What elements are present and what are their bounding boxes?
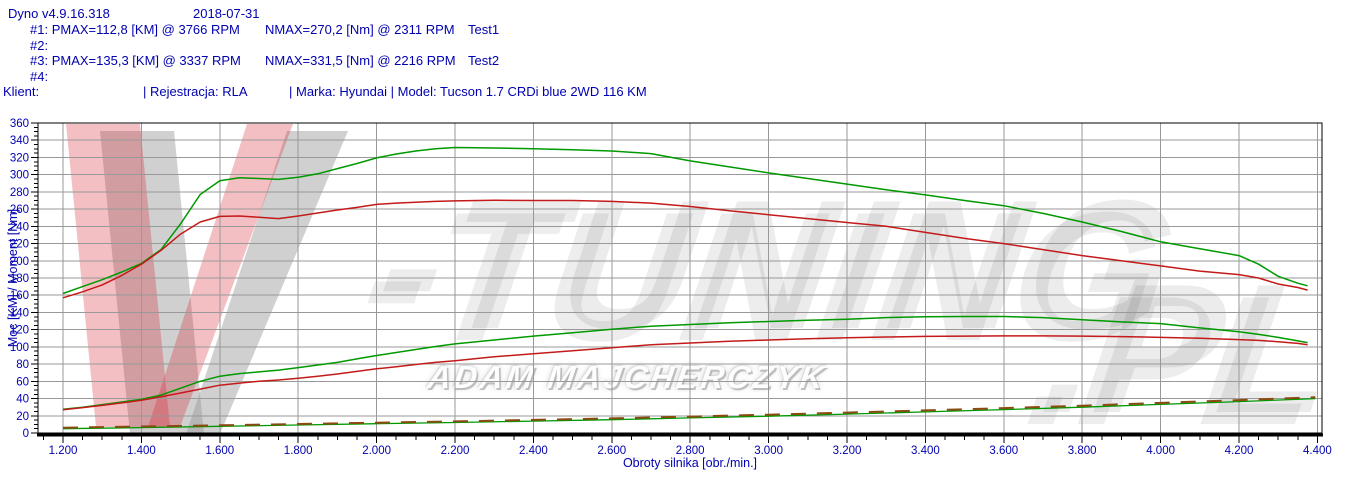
x-tick-label: 1.800 [284, 445, 313, 457]
x-tick-label: 2.800 [676, 445, 705, 457]
run3-test-label: Test2 [468, 53, 500, 68]
x-tick-label: 3.000 [754, 445, 783, 457]
app-title: Dyno v4.9.16.318 [8, 6, 110, 21]
run1-nmax: NMAX=270,2 [Nm] @ 2311 RPM [265, 22, 455, 37]
y-tick-label: 0 [23, 428, 29, 440]
y-tick-label: 280 [10, 187, 29, 199]
y-tick-label: 20 [16, 411, 29, 423]
x-tick-label: 3.800 [1068, 445, 1097, 457]
y-tick-label: 260 [10, 204, 29, 216]
run3-nmax: NMAX=331,5 [Nm] @ 2216 RPM [265, 53, 456, 68]
y-tick-label: 200 [10, 256, 29, 268]
y-tick-label: 320 [10, 152, 29, 164]
v-logo-right-stroke [148, 124, 293, 427]
make-model-label: | Marka: Hyundai | Model: Tucson 1.7 CRD… [289, 84, 647, 99]
x-tick-label: 2.600 [597, 445, 626, 457]
y-tick-label: 340 [10, 135, 29, 147]
run1-id: #1: [30, 22, 49, 37]
x-tick-label: 3.400 [911, 445, 940, 457]
run1-test-label: Test1 [468, 22, 500, 37]
y-tick-label: 300 [10, 170, 29, 182]
y-tick-label: 40 [16, 394, 29, 406]
x-tick-label: 1.200 [49, 445, 78, 457]
registration-label: | Rejestracja: RLA [143, 84, 248, 99]
run3-line: #3: PMAX=135,3 [KM] @ 3337 RPM [30, 53, 241, 68]
y-tick-label: 100 [10, 342, 29, 354]
v-logo-left-bar [66, 124, 170, 427]
x-tick-label: 4.000 [1146, 445, 1175, 457]
y-tick-label: 140 [10, 307, 29, 319]
curve-loss-test1 [62, 396, 1316, 429]
y-tick-label: 160 [10, 290, 29, 302]
y-tick-label: 60 [16, 376, 29, 388]
run3-id: #3: [30, 53, 49, 68]
x-tick-label: 4.400 [1303, 445, 1332, 457]
curve-torque-test1-nm [62, 199, 1308, 299]
y-tick-label: 220 [10, 239, 29, 251]
y-tick-label: 180 [10, 273, 29, 285]
run2-id: #2: [30, 38, 49, 53]
y-tick-label: 240 [10, 221, 29, 233]
x-tick-label: 1.600 [205, 445, 234, 457]
x-tick-label: 1.400 [127, 445, 156, 457]
x-tick-label: 2.400 [519, 445, 548, 457]
x-tick-label: 3.600 [989, 445, 1018, 457]
x-tick-label: 3.200 [833, 445, 862, 457]
x-tick-label: 4.200 [1225, 445, 1254, 457]
run4-id: #4: [30, 69, 49, 84]
client-label: Klient: [3, 84, 40, 99]
curve-power-test2-km [62, 315, 1308, 411]
curve-torque-test2-nm [62, 146, 1308, 295]
report-date: 2018-07-31 [193, 6, 260, 21]
run3-pmax: PMAX=135,3 [KM] @ 3337 RPM [51, 53, 241, 68]
curve-power-test1-km [62, 335, 1308, 411]
y-tick-label: 80 [16, 359, 29, 371]
v-logo-shadow-left-bar [100, 131, 204, 434]
v-logo-shadow-right-stroke [186, 131, 348, 434]
x-tick-label: 2.200 [441, 445, 470, 457]
run1-pmax: PMAX=112,8 [KM] @ 3766 RPM [51, 22, 240, 37]
y-tick-label: 120 [10, 325, 29, 337]
x-tick-label: 2.000 [362, 445, 391, 457]
y-axis-title: Moc [KM] / Moment [Nm] [6, 208, 20, 348]
x-axis-title: Obroty silnika [obr./min.] [622, 456, 758, 470]
run1-line: #1: PMAX=112,8 [KM] @ 3766 RPM [30, 22, 240, 37]
y-tick-label: 360 [10, 118, 29, 130]
